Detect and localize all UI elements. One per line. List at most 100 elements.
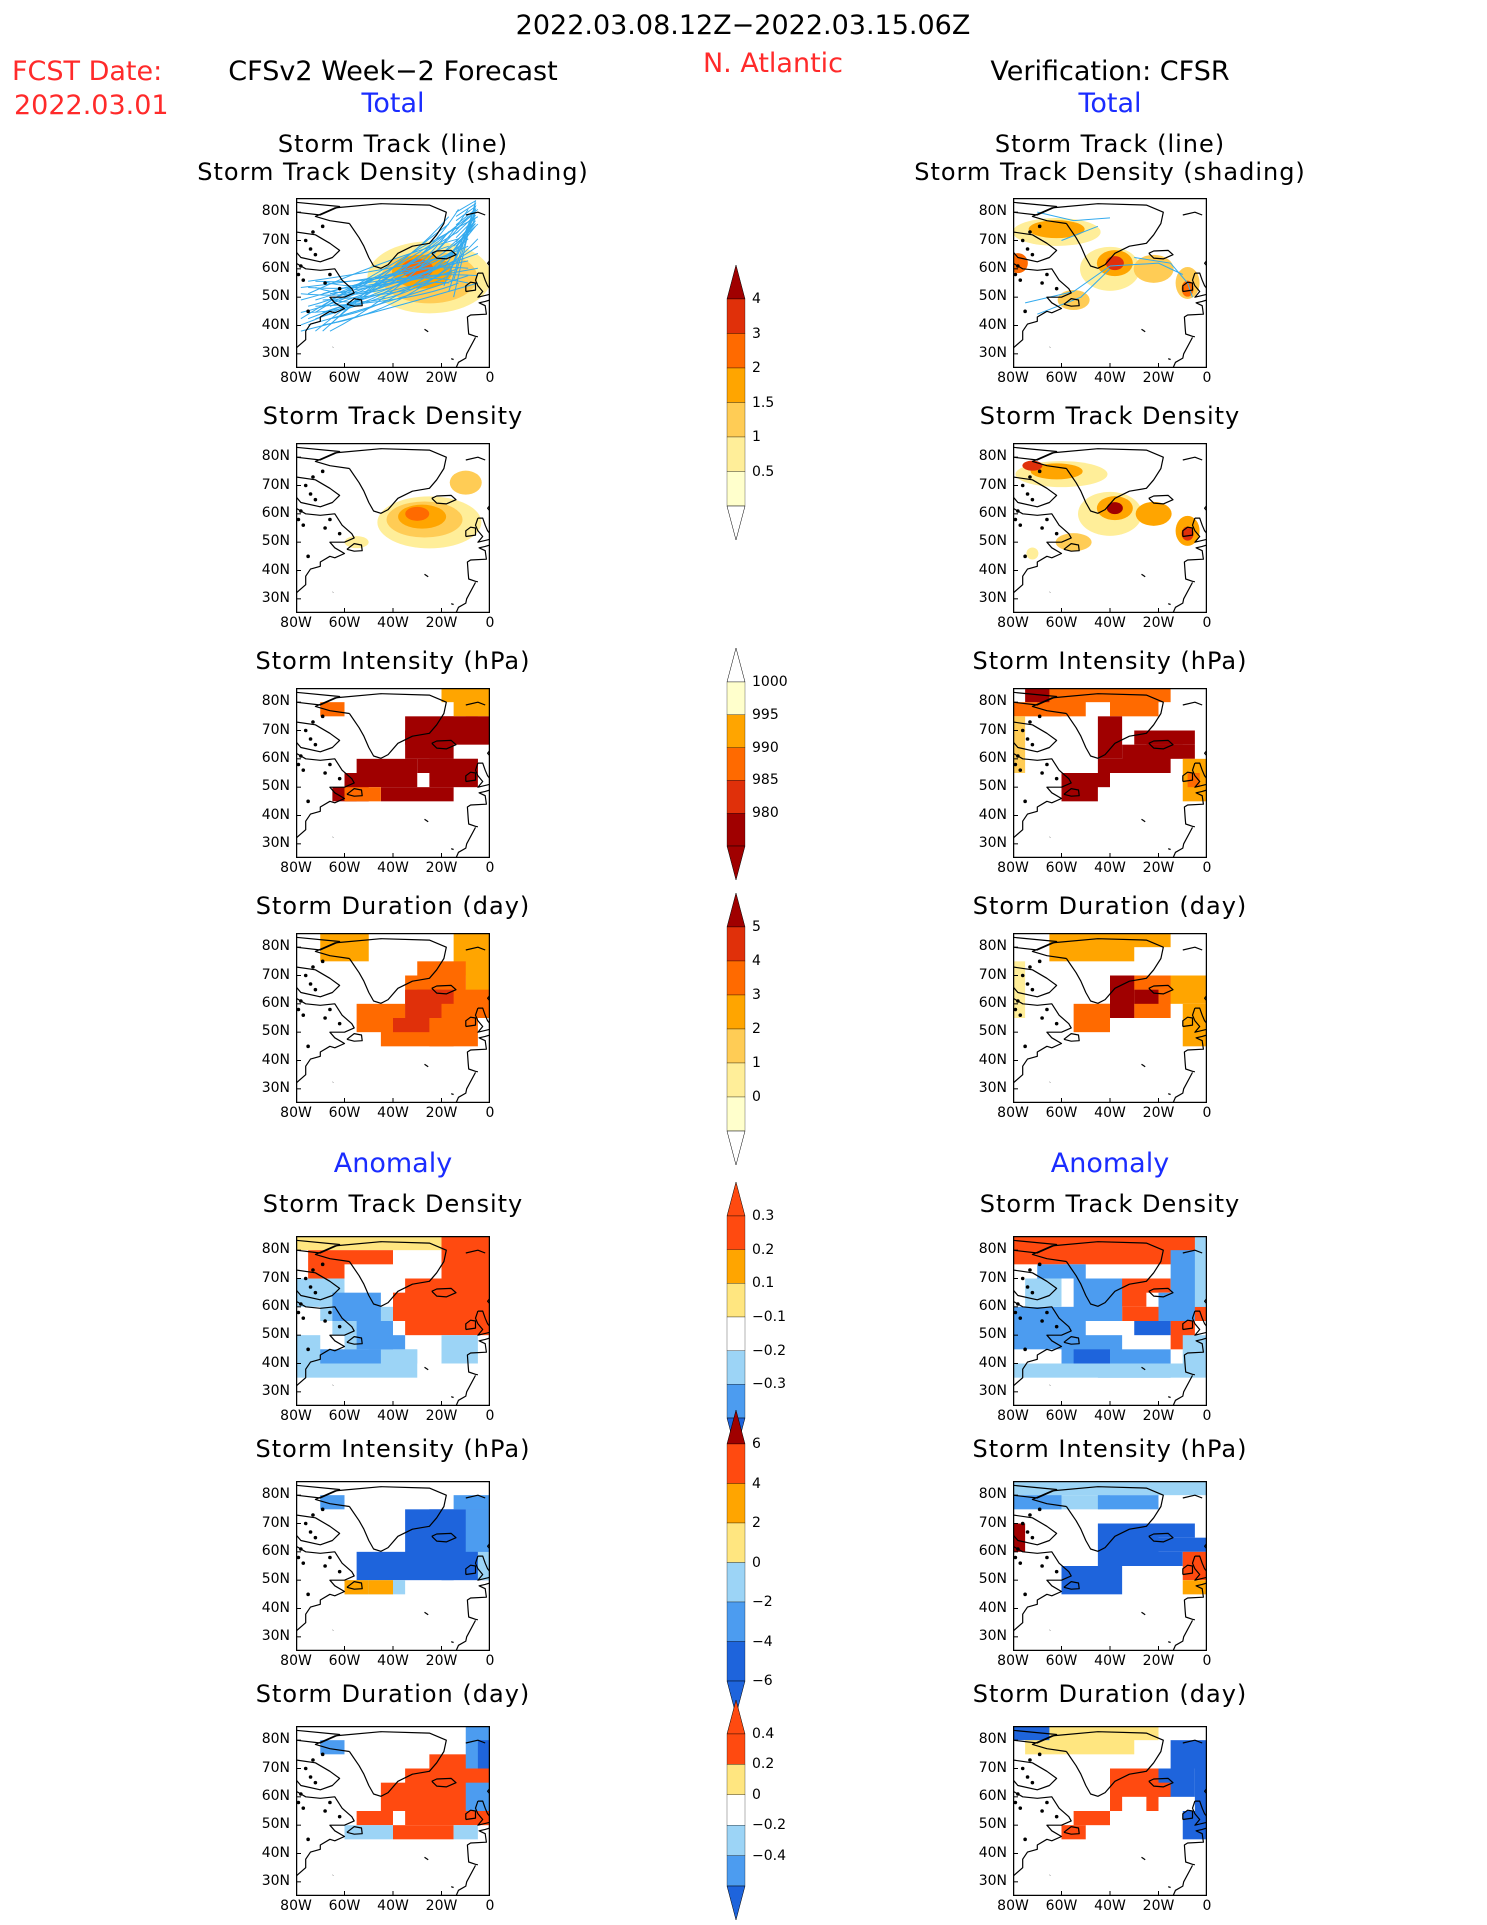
- island-dot: [296, 272, 301, 277]
- storm-track: [329, 223, 450, 326]
- coast-segment: [346, 788, 363, 797]
- island-dot: [299, 1792, 303, 1796]
- island-dot: [1025, 492, 1030, 496]
- lon-tick-label: 20W: [1142, 1105, 1175, 1121]
- coast-segment: [1063, 1336, 1080, 1345]
- island-dot: [1013, 1555, 1018, 1560]
- island-dot: [328, 1310, 332, 1315]
- island-dot: [1045, 762, 1049, 767]
- storm-track: [308, 253, 459, 282]
- colorbar-swatch: [726, 714, 746, 748]
- density-contour: [1133, 254, 1174, 283]
- coast-segment: [455, 1865, 477, 1896]
- lat-tick-label: 70N: [978, 1514, 1007, 1531]
- island-dot: [1037, 469, 1042, 474]
- plot-frame: [1013, 1481, 1207, 1651]
- lat-tick-label: 30N: [261, 1872, 290, 1889]
- colorbar-cap: [726, 845, 746, 881]
- coast-segment: [1148, 1777, 1174, 1788]
- forecast-title: CFSv2 Week−2 Forecast: [228, 56, 558, 87]
- grid-cell: [417, 961, 466, 990]
- coast-segment: [1182, 456, 1203, 461]
- island-dot: [1028, 230, 1032, 234]
- storm-track: [453, 217, 476, 264]
- coastline: [1013, 446, 1207, 613]
- lon-tick-label: 20W: [1142, 1898, 1175, 1914]
- colorbar-swatch: [726, 1522, 746, 1563]
- storm-track: [453, 225, 476, 251]
- island-dot: [1020, 1521, 1025, 1526]
- colorbar-cap: [726, 1409, 746, 1445]
- period-title: 2022.03.08.12Z−2022.03.15.06Z: [515, 10, 971, 41]
- colorbar-swatch: [726, 333, 746, 369]
- lat-tick-label: 60N: [978, 1542, 1007, 1559]
- grid-cells: [1013, 688, 1171, 717]
- lat-tick-label: 60N: [978, 259, 1007, 276]
- lon-tick-label: 80W: [997, 1408, 1029, 1424]
- colorbar-label: 0.2: [752, 1756, 775, 1773]
- grid-cell: [1073, 688, 1171, 703]
- coast-segment: [451, 358, 454, 361]
- grid-cell: [441, 1335, 478, 1364]
- coast-segment: [465, 1564, 477, 1576]
- island-dot: [1013, 1007, 1018, 1012]
- coast-segment: [296, 721, 341, 753]
- lon-tick-label: 40W: [1094, 1653, 1126, 1669]
- coast-segment: [1148, 739, 1174, 750]
- island-dot: [301, 1316, 306, 1320]
- island-dot: [1054, 1324, 1059, 1329]
- island-dot: [306, 799, 310, 804]
- colorbar-label: 4: [752, 291, 761, 307]
- colorbar-swatch: [726, 780, 746, 814]
- coast-segment: [1183, 299, 1207, 338]
- intensity-colorbar: 1000 995 990 985 980: [726, 647, 804, 881]
- island-dot: [320, 714, 325, 719]
- coast-segment: [1172, 582, 1194, 613]
- island-dot: [323, 1564, 327, 1568]
- island-dot: [1025, 1530, 1030, 1534]
- coast-segment: [346, 298, 363, 307]
- fcst-date-value: 2022.03.01: [14, 90, 169, 121]
- grid-cell: [368, 1580, 393, 1595]
- coast-segment: [296, 1729, 341, 1744]
- lon-tick-label: 80W: [280, 1408, 312, 1424]
- lon-tick-label: 80W: [997, 1105, 1029, 1121]
- island-dot: [1028, 965, 1032, 969]
- storm-track: [322, 275, 450, 301]
- lon-tick-label: 80W: [280, 1898, 312, 1914]
- island-dot: [303, 728, 308, 733]
- coast-segment: [296, 752, 355, 839]
- colorbar-swatch: [726, 1764, 746, 1795]
- plot-frame: [296, 933, 490, 1103]
- coast-segment: [1182, 1319, 1194, 1331]
- lat-tick-label: 40N: [978, 1051, 1007, 1068]
- coast-segment: [1168, 848, 1171, 851]
- island-dot: [301, 1561, 306, 1565]
- coast-segment: [465, 1809, 477, 1821]
- grid-cell: [380, 1782, 430, 1811]
- island-dot: [328, 517, 332, 522]
- coast-segment: [346, 1033, 363, 1042]
- lat-tick-label: 30N: [978, 1627, 1007, 1644]
- island-dot: [337, 286, 342, 291]
- density-contour: [1055, 533, 1092, 552]
- colorbar-label: 2: [752, 1515, 761, 1531]
- coastline: [296, 446, 490, 613]
- colorbar-swatch: [726, 367, 746, 403]
- island-dot: [328, 762, 332, 767]
- island-dot: [1016, 264, 1020, 268]
- lat-tick-label: 30N: [978, 834, 1007, 851]
- grid-cells: [344, 1580, 393, 1595]
- grid-cell: [320, 933, 369, 962]
- colorbar-label: −2: [752, 1594, 773, 1610]
- lon-tick-label: 80W: [280, 370, 312, 386]
- coast-segment: [474, 1555, 490, 1581]
- grid-cell: [393, 1292, 418, 1321]
- coast-segment: [466, 1582, 490, 1621]
- grid-cell: [1146, 1551, 1183, 1566]
- lon-tick-label: 40W: [377, 1105, 409, 1121]
- coast-segment: [424, 1856, 429, 1861]
- island-dot: [1030, 1535, 1035, 1540]
- grid-cells: [1122, 1796, 1147, 1811]
- coast-segment: [1172, 827, 1194, 858]
